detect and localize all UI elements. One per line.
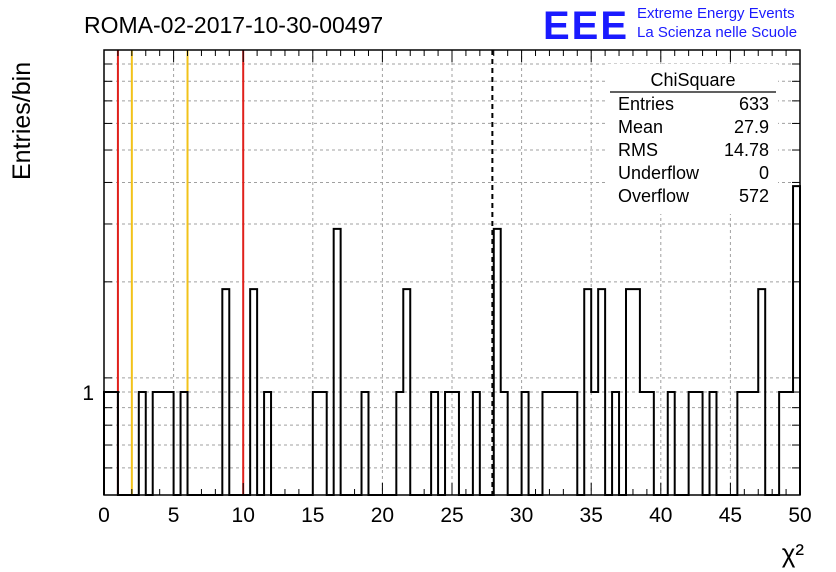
histogram-bar: [494, 229, 501, 495]
x-tick-label: 30: [510, 504, 533, 527]
stats-label: Entries: [618, 94, 674, 114]
x-tick-label: 45: [719, 504, 742, 527]
stats-box-background: [608, 64, 778, 214]
stats-label: Mean: [618, 117, 663, 137]
x-tick-label: 20: [371, 504, 394, 527]
logo-mark: EEE: [543, 4, 629, 48]
chart-title: ROMA-02-2017-10-30-00497: [84, 12, 383, 38]
x-tick-label: 5: [168, 504, 180, 527]
x-tick-label: 50: [788, 504, 811, 527]
x-tick-label: 10: [232, 504, 255, 527]
y-axis-ticks: 1: [82, 63, 800, 469]
stats-label: Overflow: [618, 186, 690, 206]
stats-label: RMS: [618, 140, 658, 160]
stats-value: 633: [739, 94, 769, 114]
x-tick-label: 0: [98, 504, 110, 527]
x-axis-label: χ²: [782, 538, 805, 568]
stats-value: 14.78: [724, 140, 769, 160]
logo-line-2: La Scienza nelle Scuole: [637, 24, 797, 41]
histogram-bar: [334, 229, 341, 495]
logo-line-1: Extreme Energy Events: [637, 5, 795, 22]
eee-logo: EEE Extreme Energy Events La Scienza nel…: [543, 4, 797, 48]
x-axis-ticks: 0 5 10 15 20 25 30 35 40 45 50: [98, 50, 812, 527]
stats-value: 0: [759, 163, 769, 183]
x-tick-label: 15: [301, 504, 324, 527]
stats-value: 27.9: [734, 117, 769, 137]
stats-label: Underflow: [618, 163, 700, 183]
y-tick-label: 1: [82, 382, 94, 405]
stats-value: 572: [739, 186, 769, 206]
histogram-bar: [793, 186, 800, 495]
y-axis-label: Entries/bin: [8, 62, 36, 180]
x-tick-label: 25: [440, 504, 463, 527]
x-tick-label: 35: [580, 504, 603, 527]
x-tick-label: 40: [649, 504, 672, 527]
stats-box: ChiSquare Entries 633 Mean 27.9 RMS 14.78 Under…: [608, 64, 778, 214]
stats-title: ChiSquare: [650, 70, 735, 90]
